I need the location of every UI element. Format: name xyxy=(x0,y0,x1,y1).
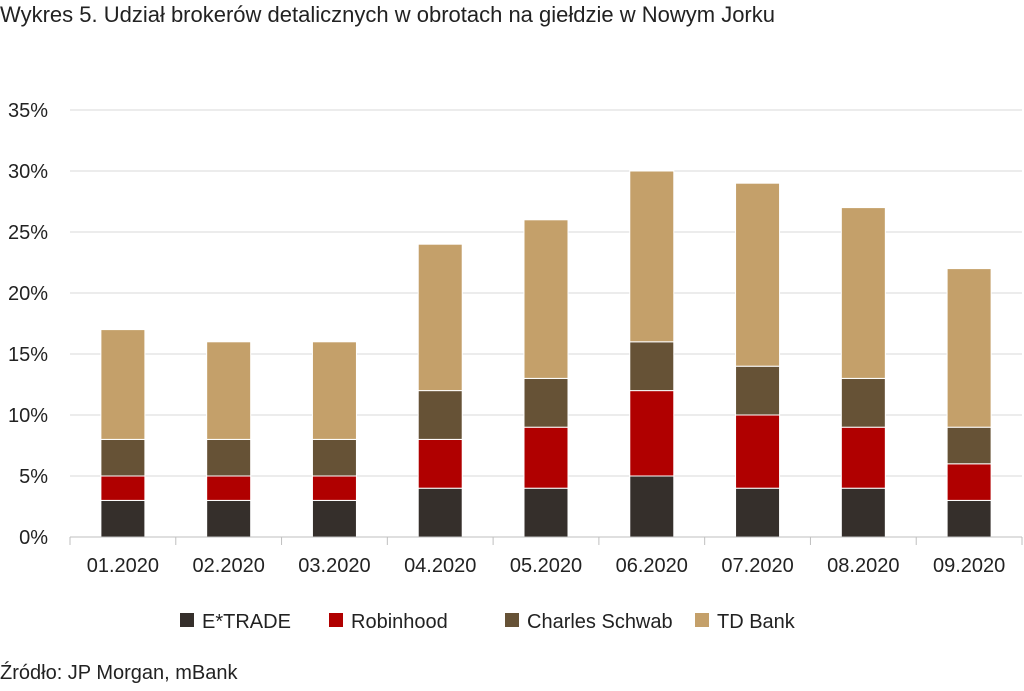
bar-segment-e-trade xyxy=(206,499,252,538)
x-tick-label: 08.2020 xyxy=(827,555,899,577)
axes: 0% 5% 10% 15% 20% 25% 30% 35% 01.2020 02.2020 03.2… xyxy=(8,100,1023,577)
bar-segment-td-bank xyxy=(946,268,992,428)
bar-segment-charles-schwab xyxy=(417,390,463,440)
bar-segment-e-trade xyxy=(100,499,146,538)
bar-segment-e-trade xyxy=(840,487,886,538)
y-tick-label: 20% xyxy=(8,283,48,305)
bar-segment-e-trade xyxy=(417,487,463,538)
legend-label: Robinhood xyxy=(351,611,448,633)
y-tick-label: 15% xyxy=(8,344,48,366)
bar-segment-td-bank xyxy=(417,243,463,392)
legend-label: E*TRADE xyxy=(202,611,291,633)
bar-segment-charles-schwab xyxy=(735,365,781,416)
bar-segment-robinhood xyxy=(311,475,357,501)
bar-segment-robinhood xyxy=(523,426,569,489)
bar-segment-charles-schwab xyxy=(629,341,675,392)
bar-segment-e-trade xyxy=(629,475,675,538)
x-tick-label: 03.2020 xyxy=(298,555,370,577)
x-tick-label: 05.2020 xyxy=(510,555,582,577)
bar-segment-robinhood xyxy=(735,414,781,489)
chart-source: Źródło: JP Morgan, mBank xyxy=(0,662,238,684)
bar-segment-robinhood xyxy=(840,426,886,489)
bar-segment-td-bank xyxy=(840,207,886,379)
bar-segment-robinhood xyxy=(206,475,252,501)
x-tick-label: 04.2020 xyxy=(404,555,476,577)
bar-segment-robinhood xyxy=(417,438,463,489)
y-tick-label: 10% xyxy=(8,405,48,427)
bar-segment-td-bank xyxy=(735,182,781,367)
bar-segment-td-bank xyxy=(100,329,146,440)
bar-segment-charles-schwab xyxy=(100,438,146,477)
y-tick-label: 30% xyxy=(8,161,48,183)
bar-segment-charles-schwab xyxy=(311,438,357,477)
bar-segment-e-trade xyxy=(523,487,569,538)
bars xyxy=(100,170,992,538)
x-tick-label: 02.2020 xyxy=(193,555,265,577)
bar-segment-td-bank xyxy=(206,341,252,440)
bar-segment-robinhood xyxy=(946,463,992,501)
legend: E*TRADE Robinhood Charles Schwab TD Bank xyxy=(180,611,796,633)
bar-segment-charles-schwab xyxy=(840,377,886,428)
bar-segment-e-trade xyxy=(311,499,357,538)
bar-segment-td-bank xyxy=(629,170,675,343)
x-tick-label: 07.2020 xyxy=(721,555,793,577)
bar-segment-robinhood xyxy=(629,390,675,477)
bar-segment-charles-schwab xyxy=(946,426,992,465)
legend-swatch xyxy=(695,613,709,627)
legend-label: Charles Schwab xyxy=(527,611,673,633)
bar-segment-charles-schwab xyxy=(523,377,569,428)
x-tick-label: 09.2020 xyxy=(933,555,1005,577)
bar-segment-robinhood xyxy=(100,475,146,501)
bar-segment-td-bank xyxy=(523,219,569,379)
bar-segment-charles-schwab xyxy=(206,438,252,477)
x-tick-label: 01.2020 xyxy=(87,555,159,577)
bar-segment-e-trade xyxy=(946,499,992,538)
y-tick-label: 25% xyxy=(8,222,48,244)
legend-label: TD Bank xyxy=(717,611,796,633)
y-tick-label: 0% xyxy=(19,527,48,549)
y-tick-label: 35% xyxy=(8,100,48,122)
bar-segment-td-bank xyxy=(311,341,357,440)
y-tick-label: 5% xyxy=(19,466,48,488)
legend-swatch xyxy=(180,613,194,627)
chart-title: Wykres 5. Udział brokerów detalicznych w… xyxy=(0,2,775,27)
bar-segment-e-trade xyxy=(735,487,781,538)
legend-swatch xyxy=(505,613,519,627)
x-tick-label: 06.2020 xyxy=(616,555,688,577)
legend-swatch xyxy=(329,613,343,627)
